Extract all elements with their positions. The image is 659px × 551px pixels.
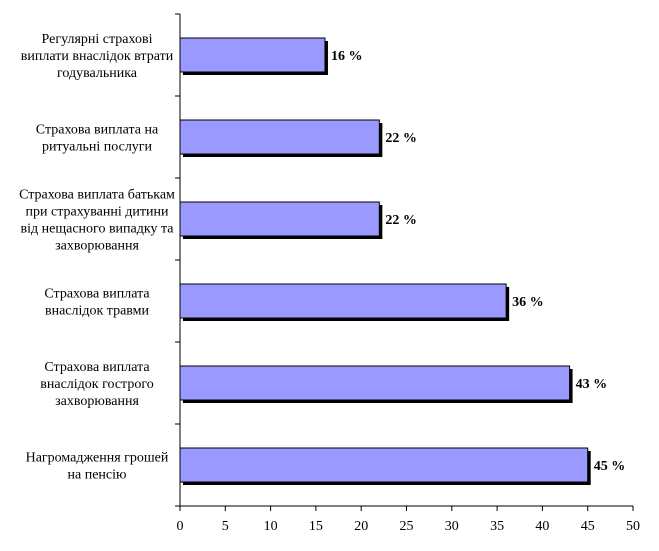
category-label-line: захворювання (55, 394, 139, 409)
data-label: 22 % (385, 131, 417, 146)
data-label: 16 % (331, 49, 363, 64)
x-tick-label: 40 (535, 519, 549, 534)
category-label-line: захворювання (55, 239, 139, 254)
bar (179, 119, 380, 155)
x-tick-label: 25 (400, 519, 414, 534)
data-label: 22 % (385, 213, 417, 228)
category-label-line: ритуальні послуги (42, 140, 153, 155)
bar (179, 447, 589, 483)
x-tick-label: 35 (490, 519, 504, 534)
x-tick-label: 10 (264, 519, 278, 534)
category-label-line: внаслідок гострого (40, 377, 153, 392)
bar (179, 201, 380, 237)
category-label-line: годувальника (57, 66, 138, 81)
category-label: Страхова виплата внаслідок травми (44, 287, 150, 319)
category-label-line: Страхова виплата (44, 360, 150, 375)
x-tick-label: 30 (445, 519, 459, 534)
x-tick-label: 20 (354, 519, 368, 534)
category-label-line: Страхова виплата батькам (19, 188, 175, 203)
category-labels: Регулярні страхові виплати внаслідок втра… (19, 32, 175, 483)
x-tick-label: 45 (581, 519, 595, 534)
category-label: Регулярні страхові виплати внаслідок втра… (21, 32, 174, 81)
x-tick-label: 50 (626, 519, 640, 534)
axes (175, 13, 633, 507)
x-tick-label: 0 (177, 519, 184, 534)
x-ticks: 0 5 10 15 20 25 30 35 40 45 50 (177, 506, 640, 534)
bar (179, 365, 571, 401)
category-label-line: Страхова виплата на (36, 123, 159, 138)
data-label: 43 % (576, 377, 608, 392)
category-label-line: виплати внаслідок втрати (21, 49, 174, 64)
x-tick-label: 15 (309, 519, 323, 534)
category-label-line: внаслідок травми (45, 304, 150, 319)
bars (179, 37, 591, 485)
bar (179, 283, 507, 319)
category-label: Страхова виплата внаслідок гострого захвор… (40, 360, 153, 409)
category-label: Страхова виплата на ритуальні послуги (36, 123, 159, 155)
category-label-line: на пенсію (68, 468, 127, 483)
category-label: Нагромадження грошей на пенсію (26, 451, 169, 483)
category-label-line: Регулярні страхові (42, 32, 153, 47)
category-label-line: при страхуванні дитини (26, 205, 169, 220)
category-label-line: від нещасного випадку та (21, 222, 175, 237)
bar (179, 37, 326, 73)
category-label: Страхова виплата батькам при страхуванні … (19, 188, 175, 254)
data-label: 36 % (512, 295, 544, 310)
x-tick-label: 5 (222, 519, 229, 534)
data-label: 45 % (594, 459, 626, 474)
category-label-line: Нагромадження грошей (26, 451, 169, 466)
data-labels: 16 % 22 % 22 % 36 % 43 % 45 % (331, 49, 625, 474)
category-label-line: Страхова виплата (44, 287, 150, 302)
